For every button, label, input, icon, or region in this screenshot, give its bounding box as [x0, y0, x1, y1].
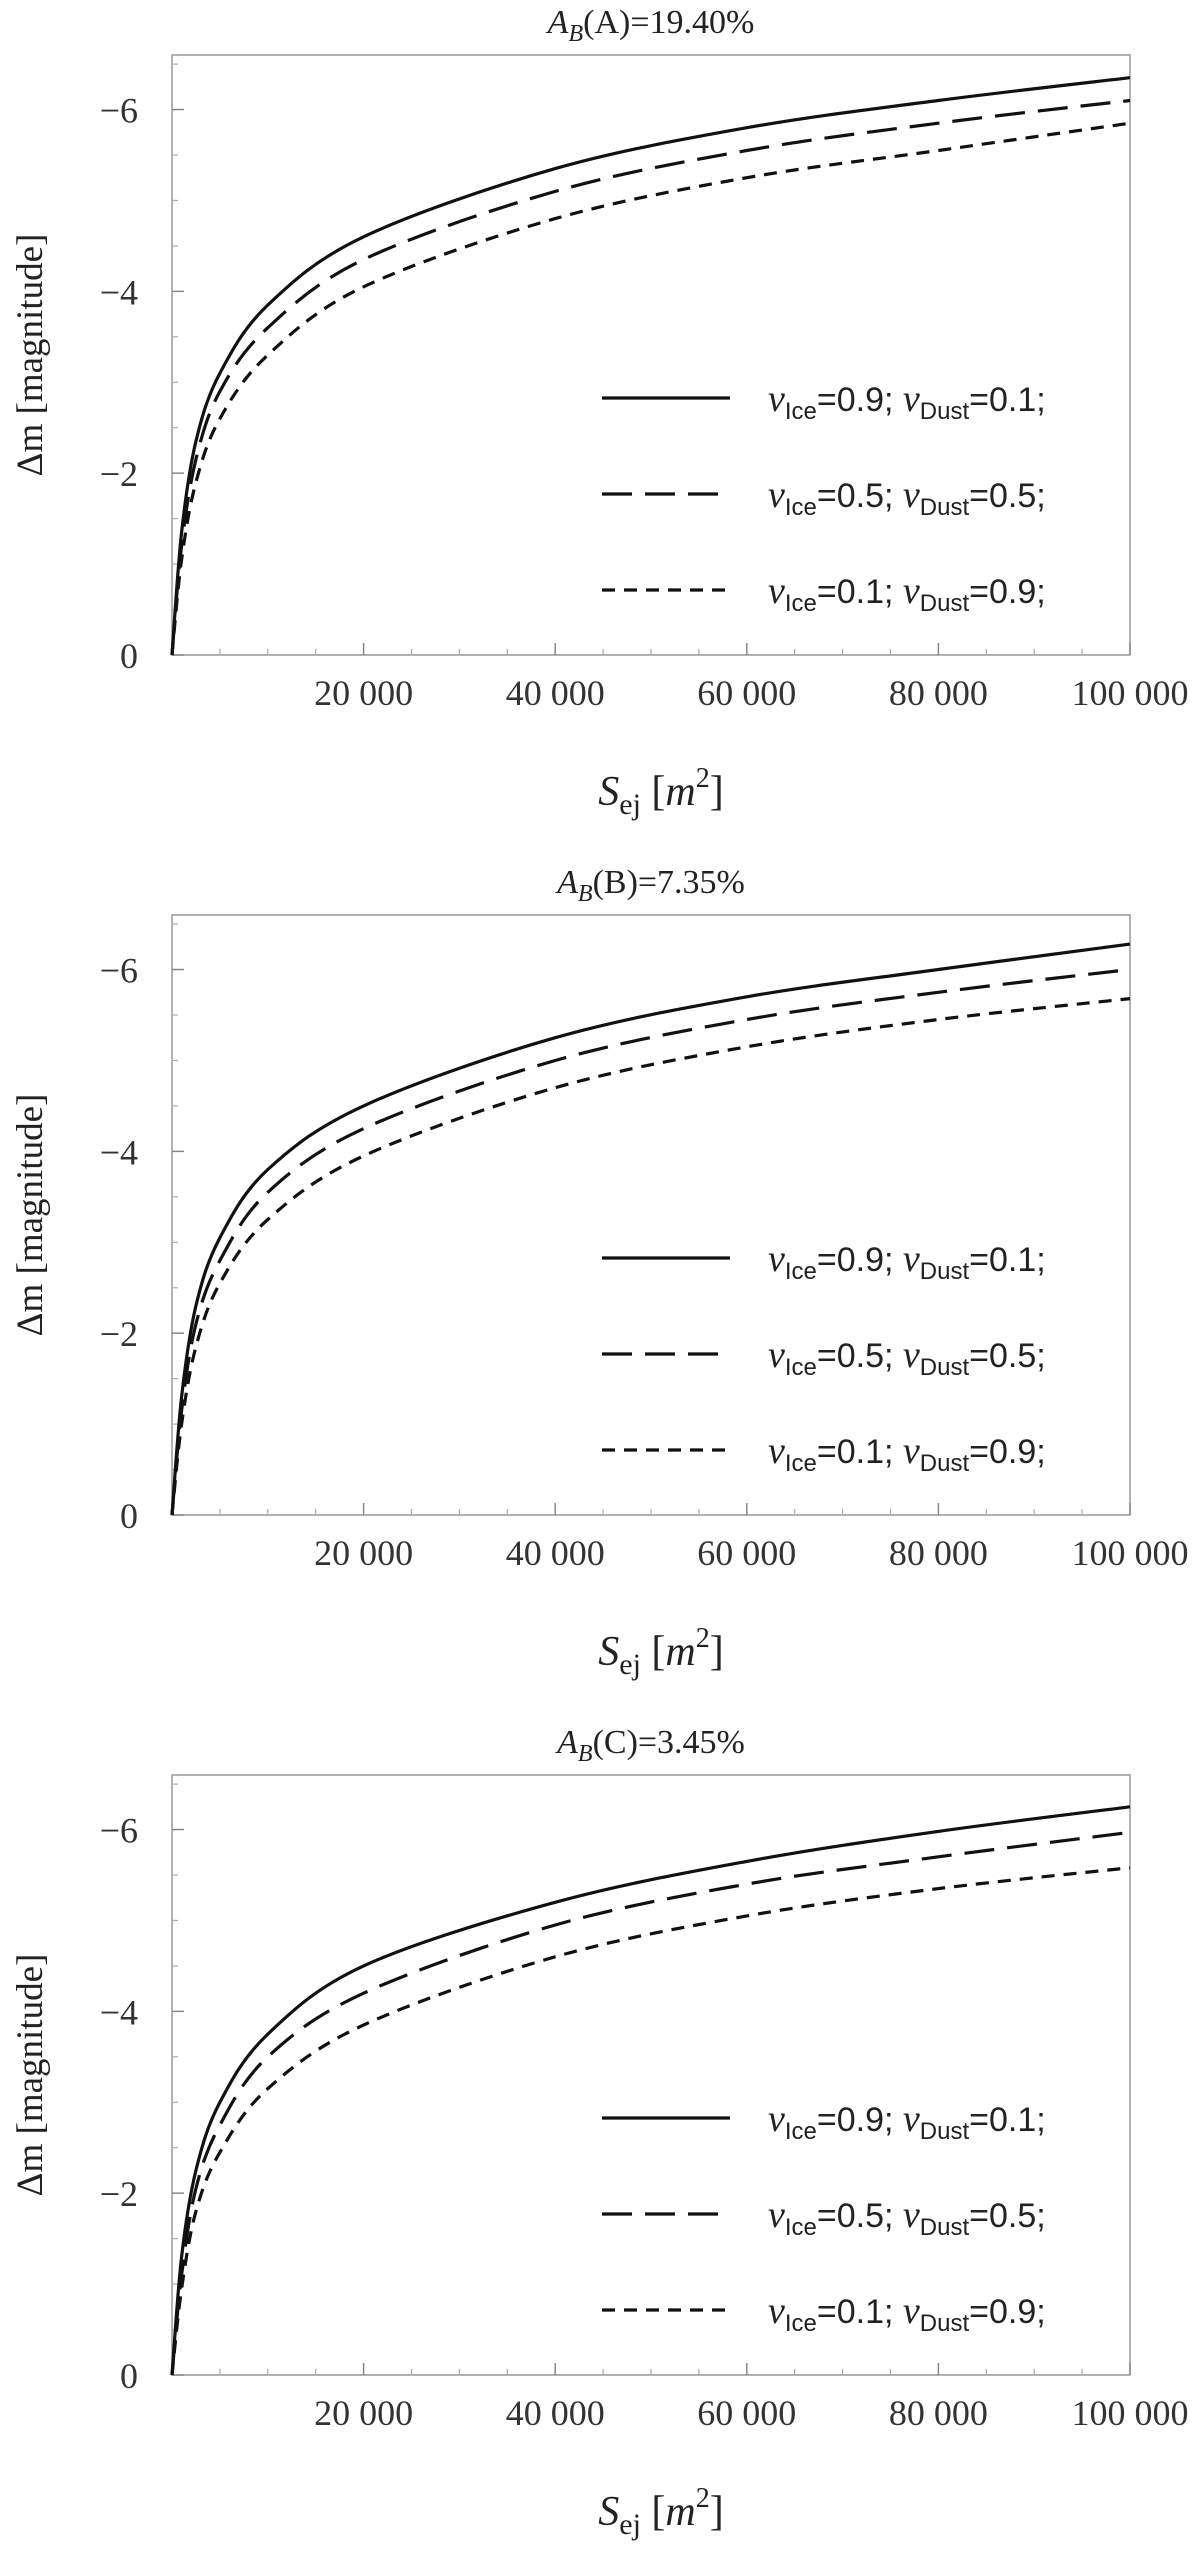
series-line-long-dash: [170, 98, 1131, 656]
x-tick-label: 60 000: [697, 673, 796, 713]
y-tick-label: −4: [100, 1132, 138, 1172]
series-line-long-dash: [170, 1830, 1131, 2376]
x-tick-label: 100 000: [1072, 673, 1189, 713]
x-axis-label: Sej [m2]: [598, 763, 724, 821]
x-tick-label: 80 000: [889, 2393, 988, 2433]
series-line-short-dash: [170, 121, 1131, 656]
y-tick-label: −6: [100, 1811, 138, 1851]
series-line-long-dash: [170, 967, 1131, 1516]
x-tick-label: 100 000: [1072, 1533, 1189, 1573]
legend-label: vIce=0.5; vDust=0.5;: [768, 474, 1046, 521]
y-tick-label: 0: [120, 1496, 138, 1536]
x-tick-label: 20 000: [314, 2393, 413, 2433]
legend-label: vIce=0.1; vDust=0.9;: [768, 570, 1046, 617]
y-axis-label: Δm [magnitude]: [10, 234, 51, 477]
legend-label: vIce=0.5; vDust=0.5;: [768, 1334, 1046, 1381]
x-tick-label: 20 000: [314, 1533, 413, 1573]
chart-panel-b: AB(B)=7.35% 20 000 40 000 60 000 80 000 100 0…: [10, 864, 1189, 1681]
x-tick-label: 40 000: [506, 673, 605, 713]
x-axis-label: Sej [m2]: [598, 1623, 724, 1681]
legend-label: vIce=0.9; vDust=0.1;: [768, 378, 1046, 425]
legend-label: vIce=0.1; vDust=0.9;: [768, 2290, 1046, 2337]
y-tick-label: −2: [100, 1314, 138, 1354]
x-tick-label: 80 000: [889, 1533, 988, 1573]
x-tick-label: 60 000: [697, 1533, 796, 1573]
y-tick-label: 0: [120, 636, 138, 676]
legend-label: vIce=0.9; vDust=0.1;: [768, 1238, 1046, 1285]
y-tick-label: −4: [100, 272, 138, 312]
x-tick-label: 80 000: [889, 673, 988, 713]
legend-label: vIce=0.9; vDust=0.1;: [768, 2098, 1046, 2145]
y-tick-label: 0: [120, 2356, 138, 2396]
x-axis-label: Sej [m2]: [598, 2483, 724, 2541]
chart-panel-c: AB(C)=3.45% 20 000 40 000 60 000 80 000 100 0…: [10, 1724, 1189, 2541]
legend-label: vIce=0.5; vDust=0.5;: [768, 2194, 1046, 2241]
y-axis-label: Δm [magnitude]: [10, 1954, 51, 2197]
y-tick-label: −4: [100, 1992, 138, 2032]
x-tick-label: 40 000: [506, 2393, 605, 2433]
series-line-short-dash: [170, 997, 1131, 1516]
x-tick-label: 100 000: [1072, 2393, 1189, 2433]
y-tick-label: −2: [100, 454, 138, 494]
plot-frame: [171, 914, 1131, 1516]
chart-panel-a: AB(A)=19.40% 20 000 40 000 60 000 80 000 100 …: [10, 4, 1189, 821]
y-tick-label: −2: [100, 2174, 138, 2214]
x-tick-label: 40 000: [506, 1533, 605, 1573]
series-line-short-dash: [170, 1866, 1131, 2376]
chart-title: AB(A)=19.40%: [546, 4, 755, 47]
y-tick-label: −6: [100, 91, 138, 131]
series-line-solid: [170, 76, 1131, 656]
series-line-solid: [170, 1805, 1131, 2376]
legend-label: vIce=0.1; vDust=0.9;: [768, 1430, 1046, 1477]
x-tick-label: 60 000: [697, 2393, 796, 2433]
x-tick-label: 20 000: [314, 673, 413, 713]
y-tick-label: −6: [100, 951, 138, 991]
plot-frame: [171, 1774, 1131, 2376]
chart-title: AB(B)=7.35%: [555, 864, 745, 907]
series-line-solid: [170, 942, 1131, 1516]
chart-title: AB(C)=3.45%: [555, 1724, 745, 1767]
y-axis-label: Δm [magnitude]: [10, 1094, 51, 1337]
